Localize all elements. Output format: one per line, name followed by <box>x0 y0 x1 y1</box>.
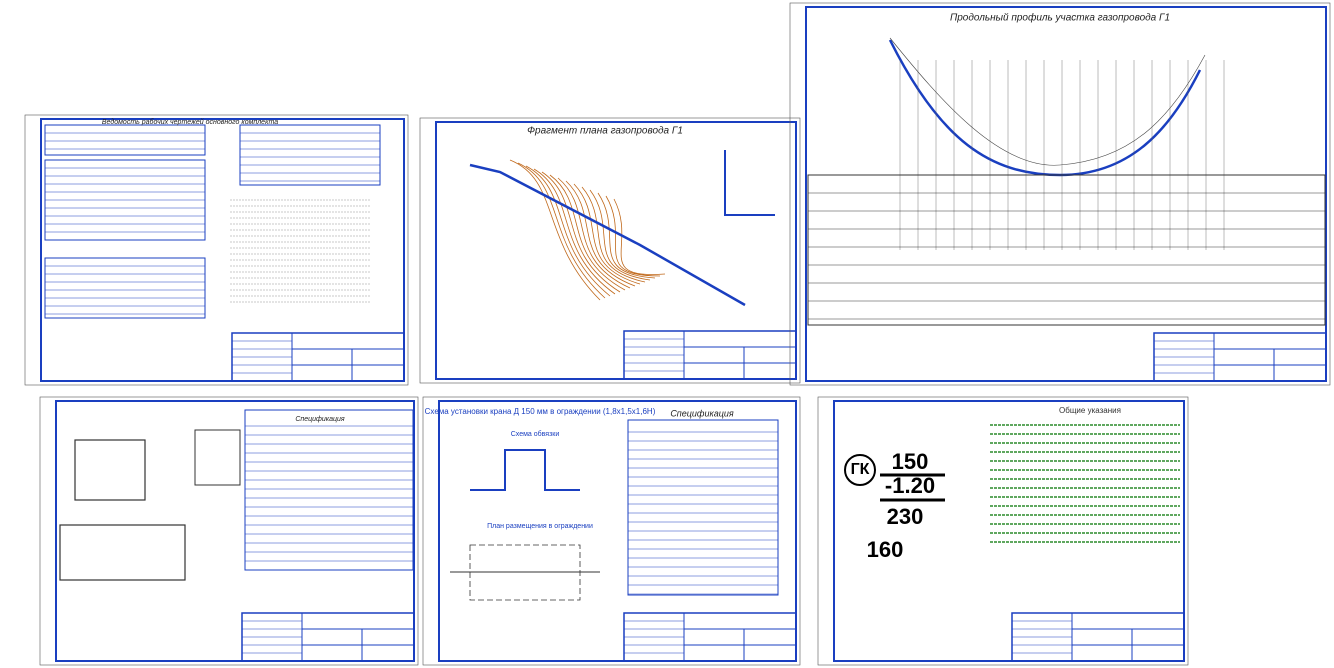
profile-table <box>807 174 1326 326</box>
contour <box>565 180 636 287</box>
ground-line <box>889 37 1206 166</box>
contour <box>541 171 621 293</box>
sheet-title: Ведомость рабочих чертежей основного ком… <box>102 118 278 126</box>
marker-sign <box>844 454 876 486</box>
table <box>44 257 206 319</box>
subtitle: Схема обвязки <box>511 430 560 438</box>
drawing-graphics <box>24 2 1331 666</box>
contour <box>549 174 626 291</box>
spec-table <box>627 419 779 596</box>
detail <box>724 150 775 216</box>
contour <box>581 186 646 283</box>
contour <box>533 168 616 295</box>
table-title: Спецификация <box>295 416 345 423</box>
contour <box>509 159 601 301</box>
sheet-frame <box>789 2 1331 386</box>
sheet-frame <box>24 114 409 386</box>
plan-view <box>74 439 146 501</box>
table <box>44 124 206 156</box>
sheet-border <box>55 400 415 662</box>
sheet-frame <box>422 396 801 666</box>
plan-view <box>194 429 241 486</box>
sheet-border <box>805 6 1327 382</box>
sheet-frame <box>419 117 801 384</box>
sheet-border <box>438 400 797 662</box>
contour <box>517 162 606 299</box>
gas-pipe <box>469 163 746 307</box>
sheet-title: Продольный профиль участка газопровода Г… <box>950 12 1170 24</box>
marker-value: 160 <box>867 537 904 562</box>
contour <box>605 195 661 277</box>
contour <box>525 165 611 297</box>
spec-table <box>244 409 414 571</box>
sheet-border <box>435 121 797 380</box>
contour <box>573 183 641 285</box>
contour <box>557 177 631 289</box>
subtitle: План размещения в ограждении <box>487 523 593 530</box>
marker-value: 150 <box>892 449 929 474</box>
table <box>239 124 381 186</box>
contour <box>613 198 666 275</box>
sheet-frame <box>39 396 419 666</box>
sheet-frame <box>817 396 1189 666</box>
section-view <box>59 524 186 581</box>
sheet-border <box>40 118 405 382</box>
tie-in <box>470 449 580 491</box>
marker-value: 230 <box>887 504 924 529</box>
marker-label: ГК <box>851 461 870 478</box>
table-title: Спецификация <box>670 408 734 418</box>
sheet-title: Общие указания <box>1059 406 1121 415</box>
profile-pipe <box>888 39 1202 177</box>
contour <box>589 189 651 281</box>
marker-value: -1.20 <box>885 473 935 498</box>
sheet-title: Схема установки крана Д 150 мм в огражде… <box>425 407 656 416</box>
sheet-title: Фрагмент плана газопровода Г1 <box>527 126 683 137</box>
sheet-border <box>833 400 1185 662</box>
contour <box>597 192 656 279</box>
